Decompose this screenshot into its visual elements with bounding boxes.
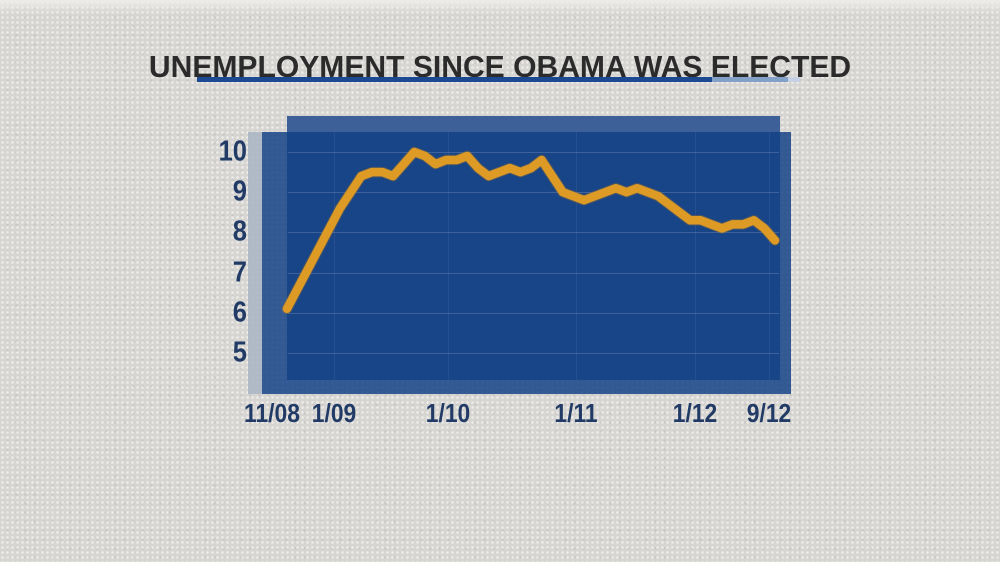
plot-panel-front-layer [262,132,791,394]
x-axis-label-11/08: 11/08 [243,398,301,428]
gridline-9 [288,192,779,194]
x-axis-label-1/11: 1/11 [554,398,598,428]
gridline-8 [288,232,779,234]
gridline-v-1/11 [576,132,577,380]
x-axis-label-1/12: 1/12 [672,398,718,428]
title-underline-bar [197,77,800,82]
gridline-v-9/12 [769,132,770,380]
gridline-v-1/12 [695,132,696,380]
y-axis-label-8: 8 [232,215,247,248]
gridline-7 [288,272,779,274]
y-axis-label-6: 6 [232,296,247,329]
x-axis-label-9/12: 9/12 [746,398,792,428]
gridline-6 [288,312,779,314]
gridline-5 [288,353,779,354]
y-axis-label-7: 7 [232,256,247,289]
gridline-v-1/09 [334,132,335,380]
y-axis-label-10: 10 [218,135,247,168]
unemployment-line [282,147,780,314]
gridline-10 [288,152,779,153]
y-axis-label-5: 5 [232,336,247,369]
x-axis-label-1/09: 1/09 [311,398,357,428]
gridline-v-1/10 [448,132,449,380]
plot-panel-shadow-strip [248,132,262,394]
y-axis-label-9: 9 [232,175,247,208]
x-axis-label-1/10: 1/10 [425,398,471,428]
